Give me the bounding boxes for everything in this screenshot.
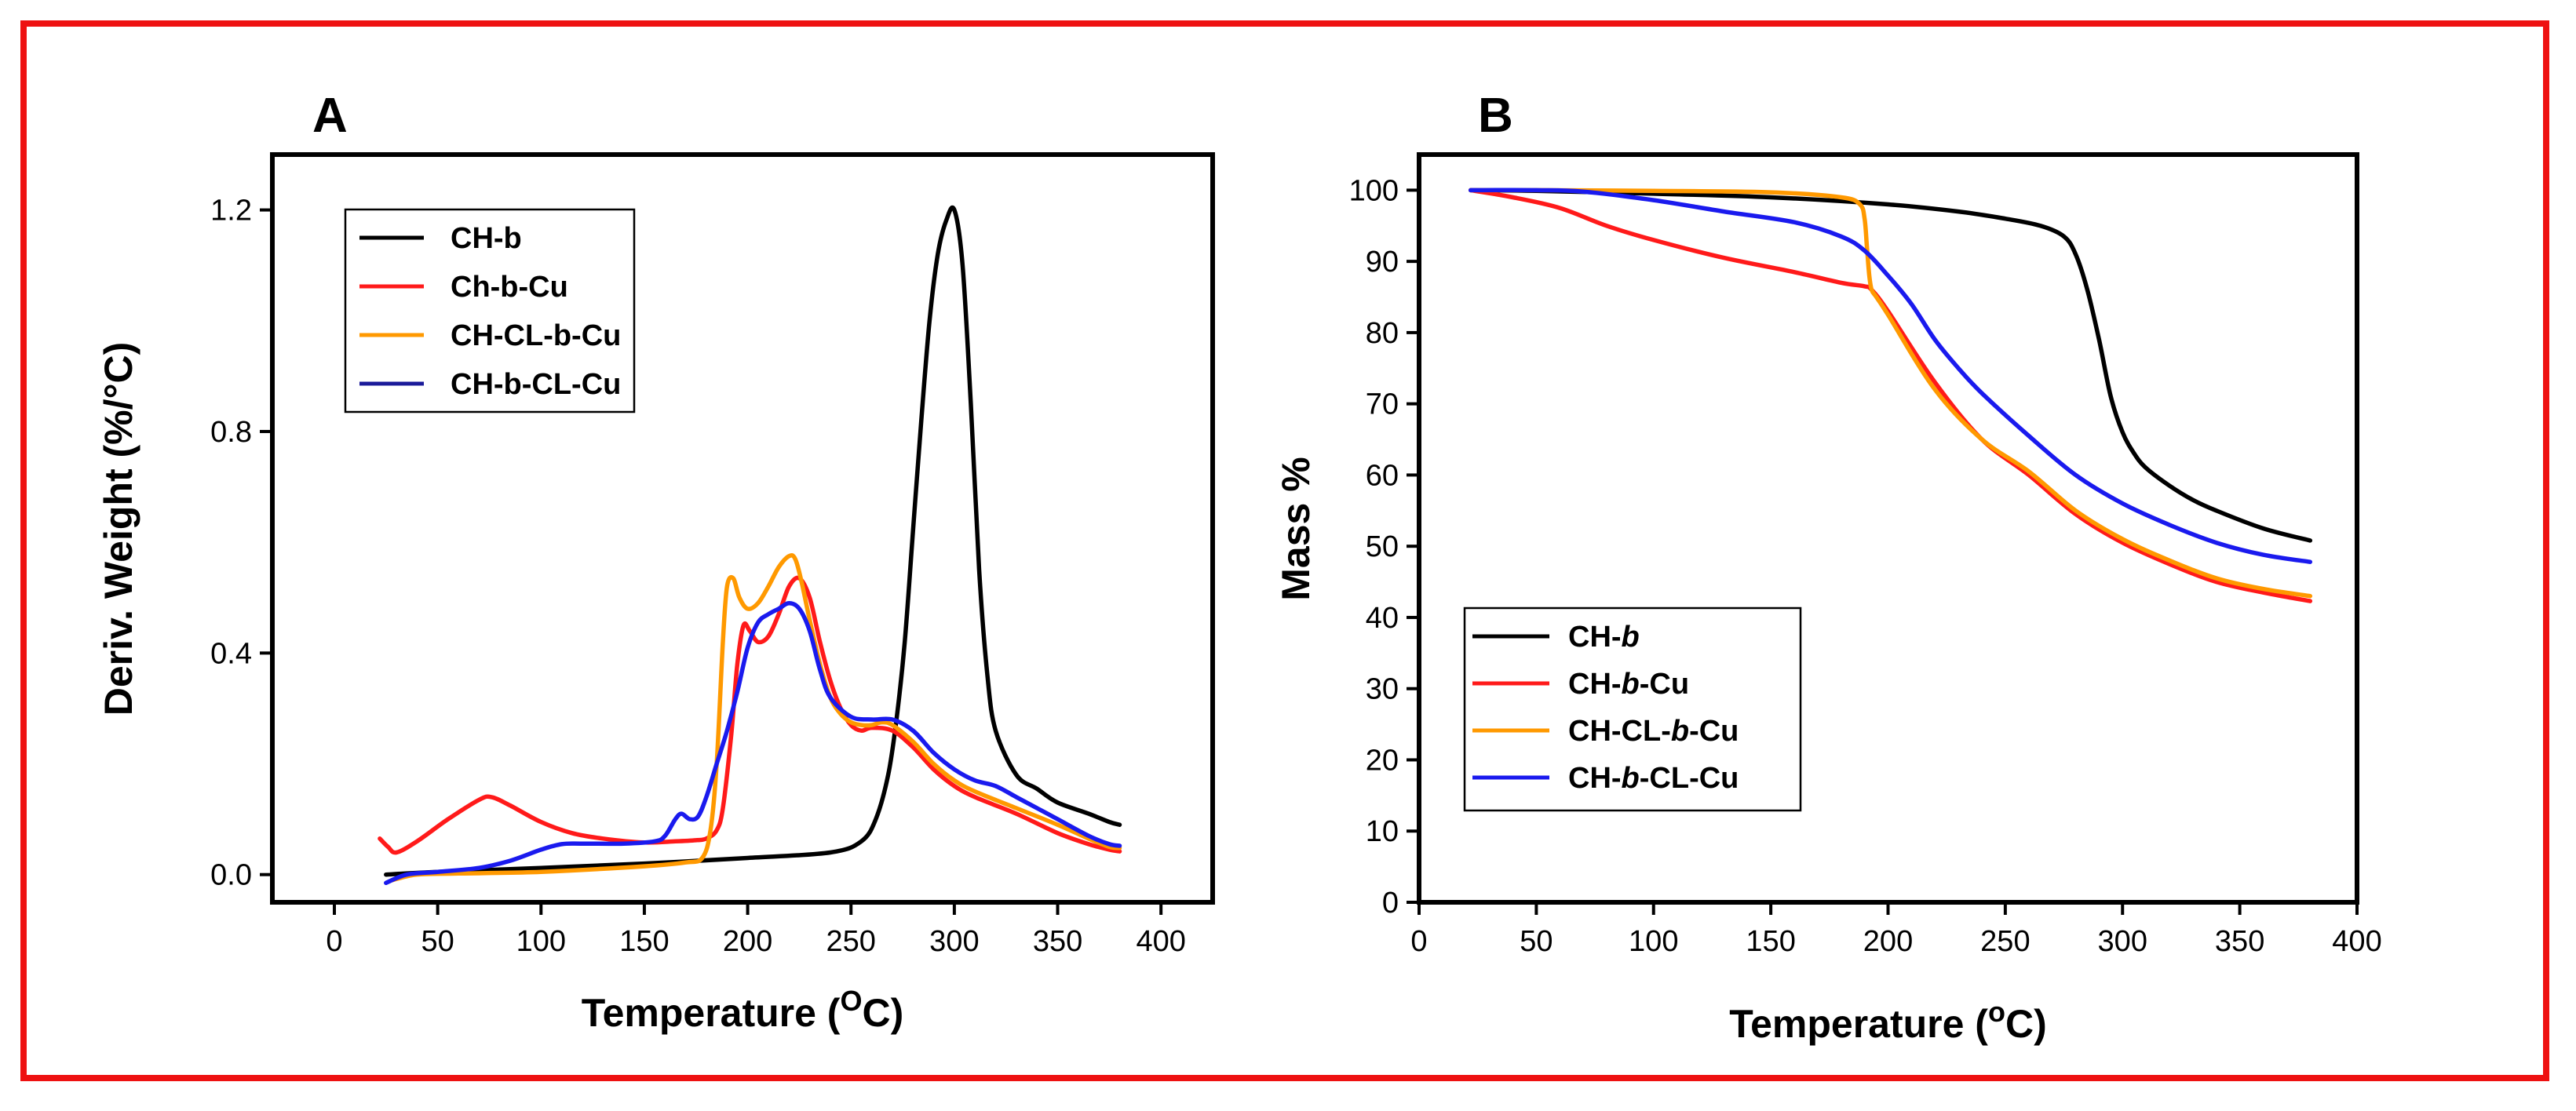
x-tick-label: 0 [1410,925,1427,958]
legend-label: CH-CL-b-Cu [451,319,621,352]
x-tick-label: 250 [826,925,876,958]
series-line-ch-b [1468,188,2313,543]
y-tick-label: 60 [1366,459,1399,492]
legend-label: CH-b-CL-Cu [1568,762,1739,795]
x-tick-label: 100 [516,925,566,958]
x-tick-label: 300 [929,925,979,958]
y-tick-label: 20 [1366,744,1399,777]
y-axis-label: Mass % [1274,457,1318,600]
chart-panel-a: A 0 50 100 150 200 250 300 350 400 0.0 0.4 0.8 1.2 Tem… [97,89,1215,1035]
legend-label: CH-b-CL-Cu [451,368,621,401]
legend-label: Ch-b-Cu [451,271,568,304]
legend-label: CH-CL-b-Cu [1568,715,1739,748]
y-tick-label: 80 [1366,317,1399,350]
x-tick-label: 100 [1629,925,1678,958]
plot-frame [270,152,1215,905]
x-tick-label: 350 [1033,925,1082,958]
y-tick-label: 0.0 [210,859,252,892]
series-line-ch-b-cu [378,575,1122,855]
figure-frame [20,20,2549,1081]
panel-label: B [1478,89,1513,143]
series-line-ch-cl-b-cu [1468,188,2313,599]
legend-box [344,208,636,413]
y-axis-label: Deriv. Weight (%/°C) [97,342,140,716]
x-tick-label: 50 [421,925,454,958]
series-line-ch-b-cl-cu [384,601,1122,886]
legend-label: CH-b-Cu [1568,668,1689,701]
x-tick-label: 400 [2332,925,2381,958]
legend-label: CH-b [451,222,522,255]
chart-panel-b: B 0 50 100 150 200 250 300 350 400 0 10 20 30 40 50 60 70… [1274,89,2382,1046]
series-line-ch-b-cu [1468,188,2313,603]
x-tick-label: 300 [2098,925,2147,958]
x-tick-label: 400 [1136,925,1185,958]
y-tick-label: 40 [1366,602,1399,635]
x-tick-label: 200 [723,925,772,958]
x-axis-label: Temperature (OC) [582,985,904,1035]
y-tick-label: 1.2 [210,195,252,228]
y-tick-label: 0.8 [210,416,252,449]
x-tick-label: 50 [1520,925,1553,958]
y-tick-label: 100 [1349,174,1399,207]
x-tick-label: 0 [326,925,342,958]
series-line-ch-b-cl-cu [1468,188,2313,564]
y-tick-label: 50 [1366,530,1399,563]
x-tick-label: 200 [1863,925,1913,958]
x-tick-label: 150 [619,925,669,958]
y-tick-label: 70 [1366,388,1399,421]
y-tick-label: 0.4 [210,637,252,670]
series-line-ch-cl-b-cu [389,552,1122,883]
y-tick-label: 10 [1366,815,1399,848]
x-tick-label: 150 [1746,925,1795,958]
x-tick-label: 250 [1980,925,2030,958]
x-tick-label: 350 [2215,925,2264,958]
series-line-ch-b [384,205,1122,877]
y-tick-label: 0 [1382,887,1399,920]
x-axis-label: Temperature (oC) [1729,996,2046,1046]
y-tick-label: 30 [1366,673,1399,706]
y-tick-label: 90 [1366,246,1399,279]
panel-label: A [312,89,348,143]
legend-label: CH-b [1568,621,1640,654]
